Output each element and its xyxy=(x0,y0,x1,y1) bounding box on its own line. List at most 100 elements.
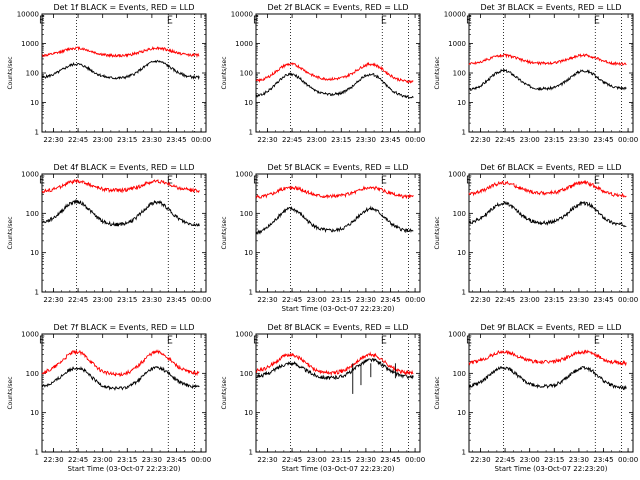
x-tick-label: 23:45 xyxy=(380,136,400,144)
x-tick-label: 23:30 xyxy=(356,456,376,464)
x-tick-label: 23:15 xyxy=(544,296,564,304)
x-tick-label: 23:45 xyxy=(166,136,186,144)
x-tick-label: 22:45 xyxy=(68,296,88,304)
e-mark xyxy=(381,335,387,344)
panel-title: Det 5f BLACK = Events, RED = LLD xyxy=(267,163,408,172)
panel-title: Det 9f BLACK = Events, RED = LLD xyxy=(480,323,621,332)
x-tick-label: 22:45 xyxy=(495,136,515,144)
x-tick-label: 23:00 xyxy=(520,136,540,144)
plot-frame xyxy=(41,333,207,453)
series-line-lld xyxy=(41,46,200,58)
y-tick-label: 10 xyxy=(244,249,253,257)
x-tick-label: 23:00 xyxy=(93,456,113,464)
e-mark xyxy=(594,335,600,344)
x-tick-label: 23:00 xyxy=(307,136,327,144)
y-tick-label: 1 xyxy=(249,129,253,137)
x-tick-label: 23:00 xyxy=(307,456,327,464)
x-tick-label: 23:15 xyxy=(117,456,137,464)
x-tick-label: 22:30 xyxy=(43,456,63,464)
x-tick-label: 23:00 xyxy=(93,296,113,304)
x-tick-label: 23:30 xyxy=(356,136,376,144)
series-line-events xyxy=(468,365,627,391)
x-tick-label: 23:15 xyxy=(331,456,351,464)
x-tick-label: 22:30 xyxy=(470,456,490,464)
x-tick-label: 23:45 xyxy=(593,136,613,144)
panel-det-1: Det 1f BLACK = Events, RED = LLD Counts/s… xyxy=(7,3,211,144)
y-tick-label: 1000 xyxy=(235,171,253,179)
x-tick-label: 23:30 xyxy=(356,296,376,304)
x-tick-label: 23:30 xyxy=(569,136,589,144)
series-line-events xyxy=(255,72,414,99)
y-axis-label: Counts/sec xyxy=(221,56,228,89)
plot-frame xyxy=(468,333,634,453)
e-mark xyxy=(167,335,173,344)
x-tick-label: 22:45 xyxy=(282,136,302,144)
y-tick-label: 1000 xyxy=(21,331,39,339)
series-line-lld xyxy=(255,61,414,84)
y-tick-label: 1 xyxy=(35,449,39,457)
plot-frame xyxy=(41,173,207,293)
y-tick-label: 1 xyxy=(249,289,253,297)
series-line-lld xyxy=(255,185,414,200)
x-tick-label: 23:15 xyxy=(544,136,564,144)
y-tick-label: 100 xyxy=(240,70,253,78)
series-line-lld xyxy=(41,349,200,377)
y-tick-label: 100 xyxy=(240,370,253,378)
y-tick-label: 1000 xyxy=(21,171,39,179)
x-tick-label: 22:45 xyxy=(68,456,88,464)
x-tick-label: 22:45 xyxy=(495,296,515,304)
y-tick-label: 1 xyxy=(35,129,39,137)
series-line-events xyxy=(41,59,200,81)
x-tick-label: 23:30 xyxy=(142,456,162,464)
panel-det-3: Det 3f BLACK = Events, RED = LLD Counts/s… xyxy=(434,3,638,144)
y-tick-label: 100 xyxy=(240,210,253,218)
y-tick-label: 100 xyxy=(453,70,466,78)
x-tick-label: 22:30 xyxy=(257,456,277,464)
panel-title: Det 1f BLACK = Events, RED = LLD xyxy=(53,3,194,12)
x-tick-label: 23:00 xyxy=(93,136,113,144)
y-axis-label: Counts/sec xyxy=(434,376,441,409)
panel-det-9: Det 9f BLACK = Events, RED = LLD Counts/s… xyxy=(434,323,638,473)
e-mark xyxy=(466,175,472,184)
x-tick-label: 23:45 xyxy=(593,296,613,304)
x-tick-label: 23:15 xyxy=(331,136,351,144)
x-tick-label: 00:00 xyxy=(191,456,211,464)
e-mark xyxy=(381,175,387,184)
panel-det-5: Det 5f BLACK = Events, RED = LLD Counts/s… xyxy=(221,163,425,313)
x-tick-label: 23:30 xyxy=(569,456,589,464)
x-axis-label: Start Time (03-Oct-07 22:23:20) xyxy=(282,305,395,313)
y-axis-label: Counts/sec xyxy=(221,376,228,409)
y-tick-label: 1 xyxy=(462,129,466,137)
e-mark xyxy=(253,175,259,184)
x-tick-label: 22:30 xyxy=(43,136,63,144)
y-tick-label: 1000 xyxy=(448,40,466,48)
e-mark xyxy=(39,175,45,184)
y-axis-label: Counts/sec xyxy=(7,376,14,409)
plot-frame xyxy=(255,333,421,453)
y-tick-label: 10 xyxy=(457,99,466,107)
y-tick-label: 100 xyxy=(453,210,466,218)
y-tick-label: 10 xyxy=(30,249,39,257)
x-tick-label: 23:30 xyxy=(142,136,162,144)
y-tick-label: 10 xyxy=(30,409,39,417)
x-tick-label: 22:45 xyxy=(495,456,515,464)
panel-title: Det 8f BLACK = Events, RED = LLD xyxy=(267,323,408,332)
x-tick-label: 23:15 xyxy=(331,296,351,304)
x-tick-label: 00:00 xyxy=(191,296,211,304)
x-tick-label: 23:30 xyxy=(142,296,162,304)
e-mark xyxy=(39,335,45,344)
x-tick-label: 00:00 xyxy=(405,296,425,304)
e-mark xyxy=(39,15,45,24)
x-tick-label: 23:45 xyxy=(593,456,613,464)
y-tick-label: 100 xyxy=(453,370,466,378)
e-mark xyxy=(253,335,259,344)
x-tick-label: 22:45 xyxy=(68,136,88,144)
y-tick-label: 1000 xyxy=(448,171,466,179)
series-line-lld xyxy=(468,179,627,198)
panel-title: Det 7f BLACK = Events, RED = LLD xyxy=(53,323,194,332)
e-mark xyxy=(466,15,472,24)
e-mark xyxy=(466,335,472,344)
y-tick-label: 1 xyxy=(462,449,466,457)
y-tick-label: 10 xyxy=(30,99,39,107)
